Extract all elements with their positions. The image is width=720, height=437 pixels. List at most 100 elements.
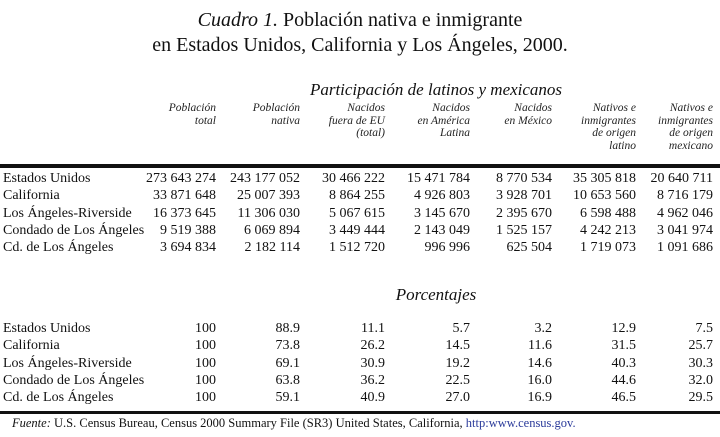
column-header-line: nativa bbox=[271, 114, 300, 127]
table-cell: 30 466 222 bbox=[322, 171, 385, 186]
table-cell: 243 177 052 bbox=[230, 171, 300, 186]
table-cell: 40.9 bbox=[360, 390, 386, 406]
table-cell: 15 471 784 bbox=[407, 171, 470, 186]
table-cell: 16 373 645 bbox=[153, 205, 216, 221]
table-cell: 5.7 bbox=[452, 321, 471, 336]
section-heading-absolute: Participación de latinos y mexicanos bbox=[309, 80, 563, 99]
table-cell: 6 598 488 bbox=[580, 205, 636, 221]
row-label: California bbox=[3, 188, 60, 204]
table-cell: 1 512 720 bbox=[329, 240, 385, 256]
column-header-line: (total) bbox=[356, 127, 385, 139]
table-cell: 31.5 bbox=[611, 338, 637, 354]
column-header-line: mexicano bbox=[668, 139, 713, 152]
column-header-line: inmigrantes bbox=[658, 114, 713, 127]
table-cell: 30.9 bbox=[360, 355, 386, 371]
row-label: Cd. de Los Ángeles bbox=[3, 240, 114, 256]
table-row: Cd. de Los Ángeles 3 694 834 2 182 114 1 51… bbox=[0, 239, 713, 256]
table-cell: 10 653 560 bbox=[573, 188, 636, 204]
absolute-table: Estados Unidos 273 643 274 243 177 052 30 4… bbox=[0, 170, 713, 256]
table-cell: 20 640 711 bbox=[650, 171, 713, 186]
table-cell: 8 864 255 bbox=[329, 188, 385, 204]
column-header: Nacidos en América Latina bbox=[418, 102, 470, 140]
title-line1: Población nativa e inmigrante bbox=[278, 9, 523, 31]
table-row: Estados Unidos 273 643 274 243 177 052 30 4… bbox=[0, 170, 713, 187]
table-cell: 11.1 bbox=[361, 321, 385, 336]
table-cell: 30.3 bbox=[688, 355, 714, 371]
column-header-line: en México bbox=[504, 114, 552, 127]
row-label: Condado de Los Ángeles bbox=[3, 372, 145, 388]
table-cell: 8 716 179 bbox=[657, 188, 713, 204]
column-header: Nativos e inmigrantes de origen mexicano bbox=[658, 102, 713, 152]
table-cell: 32.0 bbox=[688, 372, 714, 388]
column-header-line: Nacidos bbox=[432, 102, 470, 114]
table-row: Los Ángeles-Riverside 100 69.1 30.9 19.2 14.6… bbox=[0, 355, 713, 372]
source-link[interactable]: http:www.census.gov. bbox=[465, 416, 576, 430]
row-label: Cd. de Los Ángeles bbox=[3, 390, 114, 406]
table-cell: 100 bbox=[195, 321, 216, 336]
section-heading-percent: Porcentajes bbox=[395, 285, 477, 304]
table-cell: 4 926 803 bbox=[414, 188, 470, 204]
table-cell: 3.2 bbox=[534, 321, 553, 336]
table-cell: 59.1 bbox=[275, 390, 301, 406]
percent-table: Estados Unidos 100 88.9 11.1 5.7 3.2 12.9 7.5 Ca… bbox=[0, 320, 713, 406]
table-cell: 100 bbox=[195, 355, 216, 371]
row-label: Los Ángeles-Riverside bbox=[3, 355, 132, 371]
table-cell: 35 305 818 bbox=[573, 171, 636, 186]
table-cell: 63.8 bbox=[275, 372, 301, 388]
table-cell: 996 996 bbox=[424, 240, 471, 256]
table-cell: 3 449 444 bbox=[329, 222, 385, 238]
table-cell: 3 145 670 bbox=[414, 205, 470, 221]
column-header-line: Nativos e bbox=[669, 102, 713, 114]
column-header-line: Nacidos bbox=[347, 102, 385, 114]
table-cell: 1 525 157 bbox=[496, 222, 552, 238]
table-row: Estados Unidos 100 88.9 11.1 5.7 3.2 12.9 7.5 bbox=[0, 320, 713, 337]
table-cell: 16.9 bbox=[527, 390, 553, 406]
table-cell: 25.7 bbox=[688, 338, 714, 354]
table-cell: 25 007 393 bbox=[237, 188, 300, 204]
column-header-line: Población bbox=[168, 102, 216, 114]
table-row: Condado de Los Ángeles 100 63.8 36.2 22.5 16.… bbox=[0, 372, 713, 389]
column-header-line: fuera de EU bbox=[328, 114, 385, 127]
column-header: Nacidos en México bbox=[504, 102, 552, 127]
column-header-line: total bbox=[194, 114, 216, 127]
table-title: Cuadro 1. Población nativa e inmigrante bbox=[0, 8, 720, 32]
table-cell: 625 504 bbox=[506, 240, 553, 256]
table-cell: 100 bbox=[195, 390, 216, 406]
column-header: Nativos e inmigrantes de origen latino bbox=[581, 102, 636, 152]
row-label: Los Ángeles-Riverside bbox=[3, 205, 132, 221]
table-cell: 3 694 834 bbox=[160, 240, 216, 256]
table-cell: 11.6 bbox=[528, 338, 552, 354]
table-cell: 1 091 686 bbox=[657, 240, 713, 256]
table-cell: 14.6 bbox=[527, 355, 553, 371]
table-cell: 4 962 046 bbox=[657, 205, 713, 221]
table-cell: 19.2 bbox=[445, 355, 471, 371]
table-row: Cd. de Los Ángeles 100 59.1 40.9 27.0 16.9 46.… bbox=[0, 389, 713, 406]
table-cell: 46.5 bbox=[611, 390, 637, 406]
table-cell: 33 871 648 bbox=[153, 188, 216, 204]
header-rule bbox=[0, 164, 720, 168]
row-label: Estados Unidos bbox=[3, 171, 91, 186]
table-cell: 12.9 bbox=[611, 321, 637, 336]
table-cell: 69.1 bbox=[275, 355, 301, 371]
table-cell: 2 143 049 bbox=[414, 222, 470, 238]
column-header-line: Población bbox=[252, 102, 300, 114]
table-cell: 4 242 213 bbox=[580, 222, 636, 238]
column-header-line: de origen bbox=[592, 127, 636, 139]
table-row: California 33 871 648 25 007 393 8 864 255 4… bbox=[0, 187, 713, 204]
column-header-line: Nativos e bbox=[592, 102, 636, 114]
table-cell: 6 069 894 bbox=[244, 222, 300, 238]
column-header-line: Nacidos bbox=[514, 102, 552, 114]
title-prefix: Cuadro 1. bbox=[197, 9, 278, 31]
table-cell: 11 306 030 bbox=[237, 205, 300, 221]
table-cell: 100 bbox=[195, 372, 216, 388]
table-row: California 100 73.8 26.2 14.5 11.6 31.5 25.7 bbox=[0, 337, 713, 354]
column-header-line: de origen bbox=[669, 127, 713, 139]
table-cell: 14.5 bbox=[445, 338, 471, 354]
table-row: Condado de Los Ángeles 9 519 388 6 069 894… bbox=[0, 222, 713, 239]
table-cell: 44.6 bbox=[611, 372, 637, 388]
row-label: California bbox=[3, 338, 60, 354]
table-cell: 16.0 bbox=[527, 372, 553, 388]
table-cell: 2 182 114 bbox=[244, 240, 300, 256]
table-cell: 8 770 534 bbox=[496, 171, 552, 186]
source-text: U.S. Census Bureau, Census 2000 Summary … bbox=[50, 416, 466, 430]
